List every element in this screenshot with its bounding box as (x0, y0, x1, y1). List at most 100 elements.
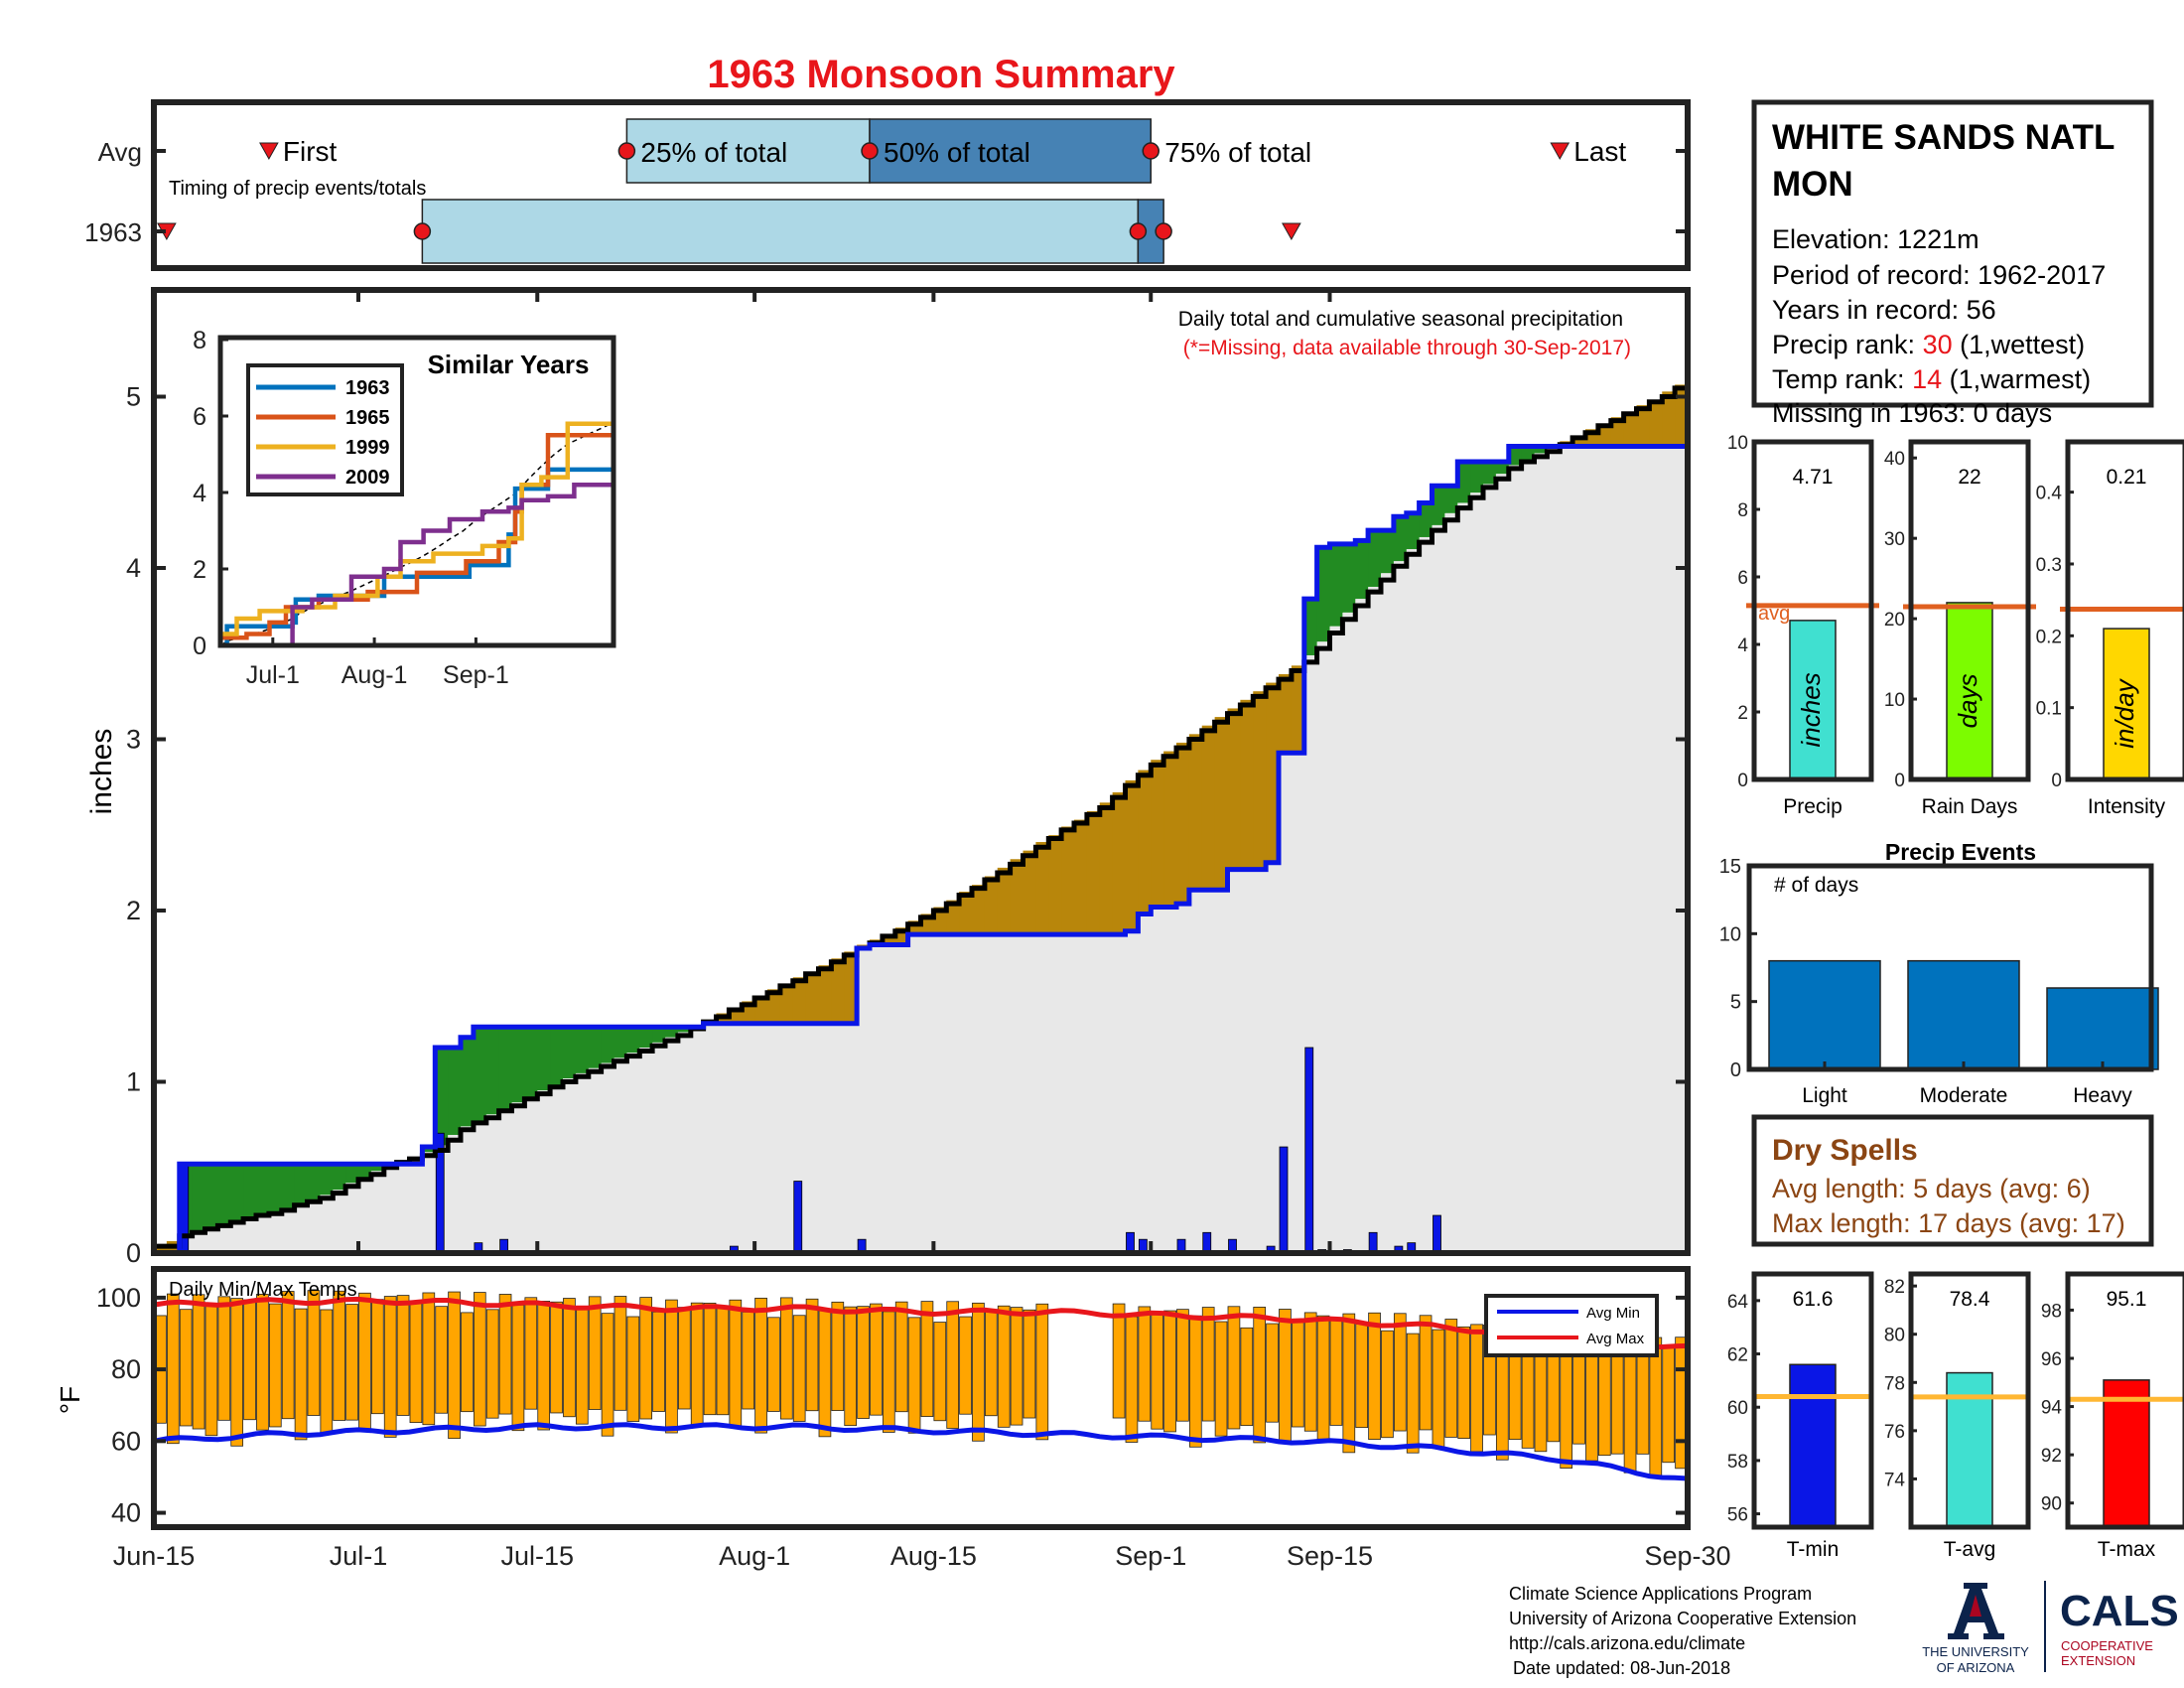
below-average-fill (1035, 842, 1049, 935)
daily-temp-bar (537, 1301, 551, 1431)
below-average-fill (1623, 412, 1638, 447)
below-average-fill (1214, 717, 1229, 891)
first-last-event-marker (1282, 222, 1301, 241)
daily-temp-bar (294, 1308, 308, 1441)
cumulative-base-fill (422, 1152, 436, 1253)
temp-stat-y-tick-label: 78 (1884, 1373, 1905, 1394)
timing-panel: Avg 1963 Timing of precip events/totals … (84, 99, 1691, 271)
daily-temp-bar (716, 1306, 730, 1416)
inset-legend-label: 1963 (345, 377, 390, 399)
cumulative-base-fill (882, 944, 896, 1253)
event-bar-heavy (2046, 987, 2159, 1070)
station-missing-days: Missing in 1963: 0 days (1772, 398, 2052, 428)
stat-category-label: Precip (1783, 795, 1843, 818)
stat-average-label: avg (1758, 603, 1790, 625)
percentile-marker (1155, 222, 1172, 240)
below-average-fill (1201, 725, 1216, 891)
station-elevation: Elevation: 1221m (1772, 224, 1979, 254)
event-category-label: Heavy (2073, 1084, 2132, 1107)
below-average-fill (933, 907, 947, 935)
temp-stat-value-bar (2103, 1379, 2150, 1528)
cumulative-base-fill (972, 934, 986, 1253)
daily-temp-bar (626, 1316, 640, 1422)
avg-50-75-pct-bar (869, 118, 1152, 184)
daily-temp-bar (1035, 1303, 1049, 1441)
daily-temp-bar (179, 1309, 193, 1427)
dry-spells-box: Dry Spells Avg length: 5 days (avg: 6) M… (1751, 1114, 2154, 1247)
daily-temp-bar (1138, 1306, 1152, 1422)
cumulative-base-fill (831, 1023, 845, 1253)
temp-stat-panel-tmin: 61.6 T-min 56 58 60 62 64 (1727, 1271, 1874, 1561)
below-average-fill (946, 900, 960, 935)
temp-stat-value-label: 95.1 (2107, 1288, 2147, 1311)
daily-temp-bar (1406, 1333, 1420, 1454)
avg-25-50-pct-bar (625, 118, 871, 184)
stat-value-label: 22 (1958, 466, 1980, 489)
daily-temp-bar (396, 1295, 410, 1416)
cumulative-base-fill (1508, 465, 1523, 1253)
cumulative-base-fill (537, 1090, 551, 1253)
daily-temp-bar (1649, 1336, 1663, 1478)
daily-temp-bar (1419, 1315, 1433, 1431)
below-average-fill (1151, 760, 1164, 908)
stat-y-tick-label: 0 (1894, 771, 1905, 791)
above-average-fill (639, 1027, 653, 1048)
below-average-fill (1291, 665, 1305, 754)
daily-temp-bar (281, 1291, 295, 1420)
cumulative-base-fill (1151, 907, 1164, 1253)
above-average-fill (230, 1164, 244, 1221)
percentile-marker (1129, 222, 1148, 240)
daily-temp-bar (166, 1293, 180, 1445)
above-average-fill (1303, 599, 1318, 655)
stat-y-tick-label: 8 (1737, 500, 1748, 521)
station-frame (1751, 99, 2154, 408)
cumulative-base-fill (1279, 753, 1293, 1253)
cumulative-base-fill (779, 1023, 794, 1253)
cumulative-base-fill (588, 1067, 603, 1253)
above-average-fill (333, 1164, 346, 1191)
temp-stat-y-tick-label: 56 (1727, 1505, 1748, 1526)
above-average-fill (1316, 547, 1331, 642)
temp-stat-y-tick-label: 80 (1884, 1326, 1905, 1346)
temp-stat-panel-tmax: 95.1 T-max 90 92 94 96 98 (2041, 1271, 2184, 1561)
daily-temp-bar (729, 1299, 743, 1428)
cumulative-base-fill (243, 1216, 257, 1253)
station-precip-rank: Precip rank: 30 (1,wettest) (1772, 330, 2085, 359)
above-average-fill (243, 1164, 257, 1217)
cumulative-base-fill (1227, 869, 1241, 1253)
above-average-fill (1470, 462, 1484, 493)
below-average-fill (1163, 751, 1177, 908)
daily-temp-bar (1227, 1306, 1241, 1430)
stat-y-tick-label: 10 (1884, 690, 1905, 711)
daily-temp-bar (333, 1290, 346, 1421)
temp-stat-category-label: T-avg (1944, 1538, 1996, 1561)
cumulative-base-fill (1521, 460, 1536, 1253)
above-average-fill (473, 1027, 487, 1122)
stat-frame (2065, 439, 2184, 782)
cumulative-base-fill (358, 1178, 372, 1253)
daily-temp-bar (243, 1299, 256, 1421)
below-average-fill (844, 951, 858, 1024)
cumulative-base-fill (1163, 907, 1177, 1253)
below-average-fill (1266, 682, 1280, 863)
daily-temp-bar (1279, 1309, 1292, 1445)
cumulative-base-fill (601, 1062, 615, 1253)
daily-temp-bar (1547, 1344, 1561, 1443)
x-tick-label: Sep-30 (1644, 1541, 1730, 1571)
above-average-fill (626, 1027, 640, 1054)
cumulative-base-fill (370, 1171, 385, 1253)
cumulative-base-fill (1291, 753, 1305, 1253)
daily-temp-bar (818, 1310, 832, 1438)
temp-stat-panel-tavg: 78.4 T-avg 74 76 78 80 82 (1884, 1271, 2031, 1561)
temp-stat-y-tick-label: 76 (1884, 1422, 1905, 1443)
temp-stat-y-tick-label: 94 (2041, 1398, 2063, 1419)
cumulative-base-fill (946, 934, 960, 1253)
x-tick-label: Jul-15 (500, 1541, 574, 1571)
above-average-fill (268, 1164, 283, 1212)
below-average-fill (1188, 734, 1203, 891)
below-average-fill (1086, 810, 1101, 935)
avg-min-temp-line (153, 1422, 1689, 1481)
daily-temp-bar (844, 1306, 858, 1427)
stat-value-bar (1789, 620, 1837, 780)
below-average-fill (767, 989, 781, 1024)
